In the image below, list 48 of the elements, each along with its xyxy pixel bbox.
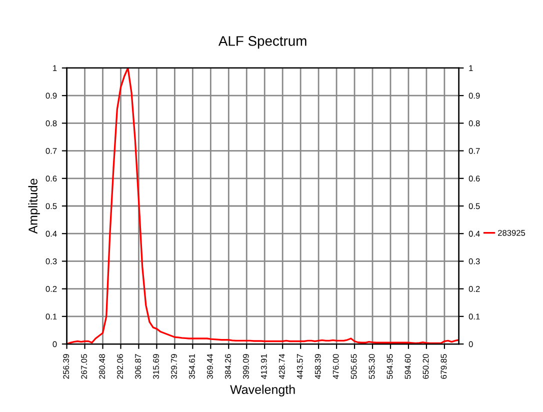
- y-tick-label: 1: [53, 65, 57, 71]
- x-tick-label: 306.87: [135, 354, 141, 379]
- x-tick-label: 399.09: [242, 354, 249, 379]
- y2-tick-label: 0.1: [468, 314, 480, 320]
- y-tick-label: 0.2: [46, 286, 57, 292]
- x-tick-label: 280.48: [99, 354, 105, 379]
- x-tick-label: 458.39: [314, 354, 321, 380]
- y2-tick-label: 0.5: [468, 203, 480, 210]
- x-tick-label: 564.95: [386, 354, 393, 379]
- x-tick-label: 413.91: [260, 354, 267, 380]
- x-tick-label: 428.74: [278, 354, 285, 380]
- y-tick-label: 0.3: [46, 258, 57, 264]
- x-tick-label: 384.26: [224, 354, 231, 379]
- legend-label: 283925: [498, 230, 526, 236]
- x-tick-label: 329.79: [171, 354, 177, 379]
- y-tick-label: 0.7: [46, 148, 57, 154]
- x-tick-label: 505.65: [350, 354, 357, 379]
- x-tick-label: 369.44: [206, 354, 213, 379]
- y2-tick-label: 0.2: [468, 286, 480, 292]
- x-tick-label: 535.30: [368, 354, 375, 379]
- y-tick-label: 0.4: [46, 230, 57, 237]
- x-tick-label: 267.05: [81, 354, 88, 379]
- y2-tick-label: 0.9: [468, 92, 480, 99]
- x-tick-label: 443.57: [296, 354, 303, 380]
- y-tick-label: 0: [52, 341, 57, 348]
- x-tick-label: 354.61: [189, 354, 195, 379]
- y2-tick-label: 1: [469, 65, 473, 71]
- x-tick-label: 594.60: [404, 354, 411, 379]
- y-tick-label: 0.8: [46, 120, 57, 126]
- x-axis-title: Wavelength: [230, 384, 295, 396]
- x-tick-label: 679.85: [440, 354, 447, 379]
- y2-tick-label: 0.8: [468, 120, 480, 126]
- y-axis-title: Amplitude: [28, 178, 40, 234]
- chart-title: ALF Spectrum: [218, 36, 306, 49]
- y-tick-label: 0.6: [46, 176, 57, 182]
- y2-tick-label: 0.7: [468, 148, 480, 154]
- y2-tick-label: 0.3: [468, 258, 480, 264]
- y2-tick-label: 0: [468, 341, 473, 348]
- x-tick-label: 256.39: [63, 354, 70, 379]
- y-tick-label: 0.5: [46, 203, 57, 210]
- y2-tick-label: 0.4: [468, 230, 480, 237]
- x-tick-label: 315.69: [153, 354, 159, 379]
- x-tick-label: 650.20: [422, 354, 429, 379]
- y-tick-label: 0.9: [46, 92, 57, 99]
- y-tick-label: 0.1: [46, 314, 57, 320]
- x-tick-label: 292.06: [117, 354, 123, 379]
- y2-tick-label: 0.6: [468, 176, 480, 182]
- x-tick-label: 476.00: [332, 354, 339, 380]
